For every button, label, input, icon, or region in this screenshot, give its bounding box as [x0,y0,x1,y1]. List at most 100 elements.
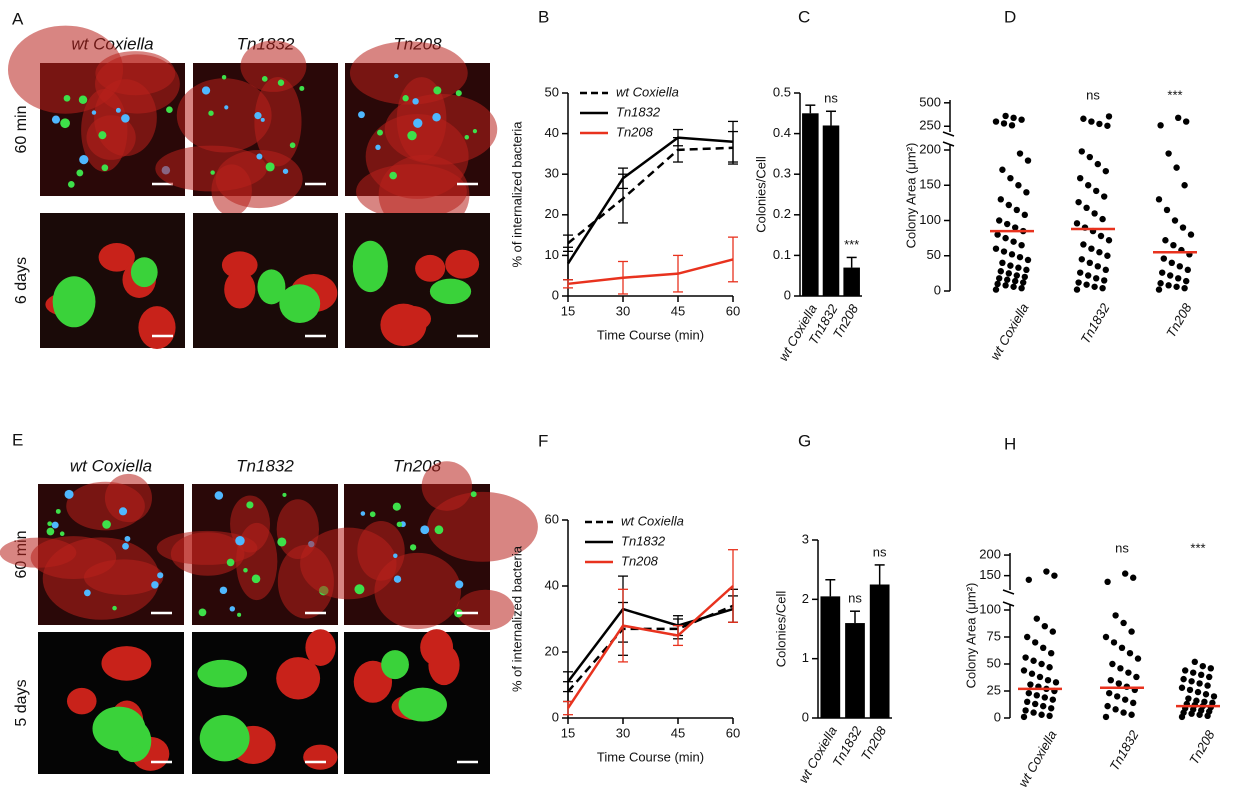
panel-label: C [798,7,810,26]
nucleus [305,629,336,666]
bacterium [432,112,441,122]
x-tick-label: 60 [726,725,740,740]
data-point [1075,198,1082,206]
error-bar [826,110,836,126]
bacterium [358,111,365,119]
data-point [1043,568,1050,575]
data-point [1181,182,1188,189]
actin [7,25,124,114]
actin [374,552,462,630]
y-tick-label: 75 [987,628,1001,643]
data-point [1122,696,1129,703]
data-point [1002,282,1009,289]
actin [104,473,152,523]
data-point [1013,272,1020,279]
bar [802,113,819,296]
data-point [1080,115,1087,122]
data-point [1102,633,1110,641]
bacterium [221,74,227,80]
error-bar [673,254,683,293]
data-point [1040,644,1047,651]
bacterium [115,107,121,113]
data-point [1115,680,1123,687]
data-point [1198,671,1205,678]
data-point [1128,711,1135,718]
series-line [566,136,734,265]
data-point [1080,241,1087,248]
bacterium [59,531,65,537]
data-point [1199,662,1207,670]
x-tick-label: Tn208 [858,723,890,763]
x-tick-label: 15 [561,303,575,318]
y-tick-label: 0 [552,709,559,724]
data-point [994,280,1001,288]
data-point [1010,114,1017,122]
data-point [1191,658,1199,666]
data-point [1167,272,1174,279]
data-point [1021,211,1028,219]
data-point [1033,692,1041,699]
bacterium [464,134,470,140]
data-point [1196,680,1203,687]
x-tick-label: wt Coxiella [987,301,1031,363]
bacterium [98,131,107,140]
bacterium [377,129,383,136]
y-tick-label: 20 [545,206,559,221]
column-header: Tn1832 [236,456,294,475]
data-point [996,275,1003,282]
bacterium [112,605,117,611]
data-point [1024,157,1032,164]
data-point [1010,238,1017,245]
data-point [1180,675,1187,683]
nucleus [415,254,446,282]
bacterium [121,114,130,123]
bacterium [369,511,376,518]
data-point [1073,220,1081,227]
data-point [1032,639,1039,646]
data-point [1018,116,1025,123]
error-bar [618,588,628,663]
y-tick-label: 0 [934,282,941,297]
data-point [1046,712,1053,720]
data-point [1173,164,1180,171]
bacterium [256,153,263,160]
actin [456,589,515,631]
data-point [1168,259,1176,266]
bacterium [392,502,401,511]
data-point [1122,570,1129,577]
data-point [1008,251,1016,258]
data-point [1181,284,1188,292]
data-point [1126,650,1134,657]
data-point [1206,673,1213,681]
bacterium [67,181,75,188]
data-point [1134,655,1142,662]
nucleus [303,744,338,770]
data-point [1101,193,1108,200]
data-point [1032,700,1039,708]
vacuole [52,276,96,328]
data-point [1102,167,1110,175]
data-point [1030,657,1037,664]
y-tick-label: 0 [552,287,559,302]
bacterium [261,76,268,82]
error-bar [805,104,816,114]
data-point [1104,122,1111,129]
data-point [1097,232,1105,240]
bacterium [455,90,462,97]
y-tick-label: 250 [919,118,941,133]
data-point [1021,273,1028,281]
bacterium [360,511,366,516]
data-point [1114,693,1121,700]
nucleus [98,242,135,272]
x-tick-label: Tn208 [1186,727,1218,767]
data-point [1016,253,1024,261]
data-point [1073,286,1081,293]
legend-label: wt Coxiella [616,84,679,99]
data-point [1027,681,1034,688]
data-point [1117,665,1124,672]
y-tick-label: 3 [802,531,809,546]
actin [300,527,397,600]
bacterium [157,572,164,579]
data-point [1207,665,1215,672]
